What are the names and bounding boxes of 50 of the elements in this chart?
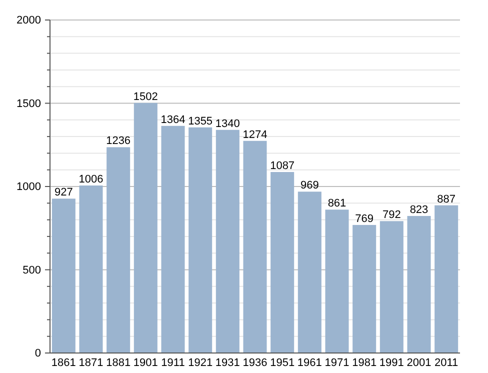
x-tick-label: 1971 xyxy=(324,356,350,369)
bar xyxy=(380,221,404,353)
bar xyxy=(106,147,130,353)
x-tick-label: 1951 xyxy=(270,356,295,369)
bar xyxy=(134,102,158,353)
x-tick-label: 2001 xyxy=(406,356,432,369)
x-tick-label: 1911 xyxy=(161,356,185,369)
x-tick-label: 1901 xyxy=(133,356,158,369)
data-label: 927 xyxy=(54,186,73,199)
x-tick-label: 1981 xyxy=(352,356,377,369)
bar xyxy=(161,126,185,353)
data-label: 1087 xyxy=(270,160,295,172)
data-label: 823 xyxy=(410,204,428,216)
bar xyxy=(298,192,322,353)
x-tick-label: 1991 xyxy=(379,356,404,369)
x-tick-label: 1881 xyxy=(106,356,131,369)
x-tick-label: 1921 xyxy=(188,356,213,369)
x-tick-label: 1931 xyxy=(215,356,240,369)
data-label: 1006 xyxy=(78,174,104,186)
x-tick-label: 1861 xyxy=(51,356,76,369)
data-label: 887 xyxy=(437,193,456,206)
y-tick-label: 1000 xyxy=(16,181,41,194)
bar xyxy=(325,210,349,353)
bar xyxy=(52,198,76,353)
data-label: 1364 xyxy=(160,114,186,126)
bar xyxy=(243,140,267,353)
x-tick-label: 1936 xyxy=(242,356,268,369)
y-tick-label: 0 xyxy=(34,348,41,360)
bar xyxy=(270,172,294,353)
data-label: 1274 xyxy=(242,128,268,141)
y-tick-label: 500 xyxy=(22,264,41,276)
y-tick-label: 1500 xyxy=(16,98,41,110)
data-label: 1236 xyxy=(106,135,131,148)
bar xyxy=(216,130,240,353)
bar xyxy=(79,186,103,353)
y-tick-label: 2000 xyxy=(16,14,41,27)
bar xyxy=(407,216,431,353)
bar xyxy=(434,205,458,353)
x-tick-label: 1961 xyxy=(297,356,322,369)
data-label: 769 xyxy=(355,212,374,225)
data-label: 1340 xyxy=(215,118,240,130)
data-label: 969 xyxy=(300,180,319,192)
data-label: 792 xyxy=(382,209,401,222)
bar xyxy=(352,224,376,353)
data-label: 861 xyxy=(328,198,346,210)
x-tick-label: 1871 xyxy=(78,356,104,369)
bar xyxy=(188,127,212,353)
data-label: 1355 xyxy=(188,115,213,128)
x-tick-label: 2011 xyxy=(434,356,458,369)
data-label: 1502 xyxy=(133,90,158,103)
